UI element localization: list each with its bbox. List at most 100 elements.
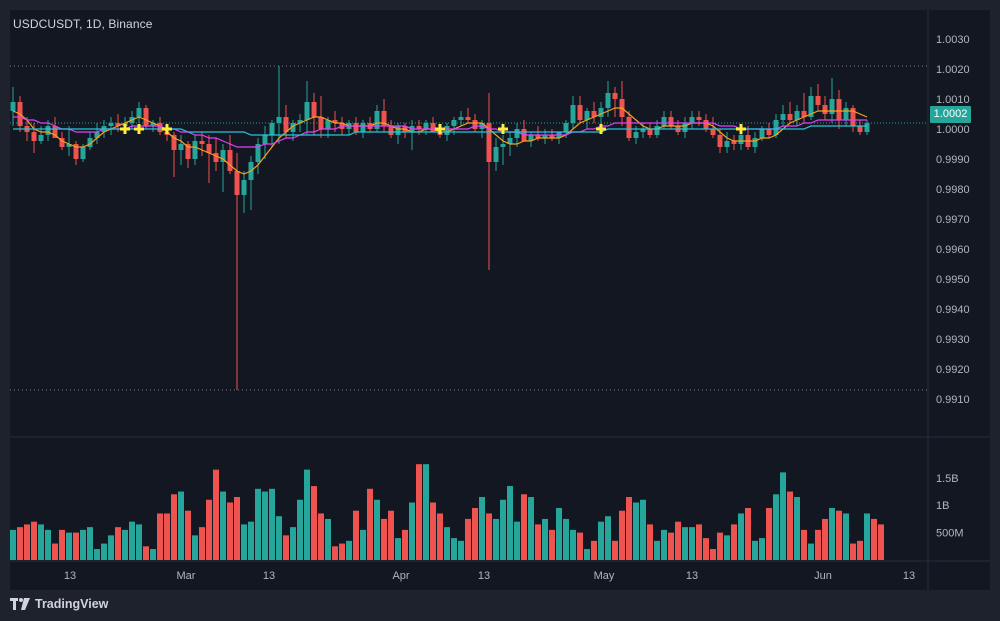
time-tick-label: 13	[64, 570, 76, 582]
volume-bar	[542, 518, 548, 560]
volume-bar	[304, 469, 310, 560]
candle	[199, 132, 205, 156]
volume-bar	[675, 521, 681, 560]
volume-bar	[836, 510, 842, 560]
volume-bar	[101, 543, 107, 560]
cross-marker	[596, 124, 606, 134]
candle	[710, 117, 716, 138]
volume-bar	[780, 472, 786, 560]
candle	[647, 123, 653, 138]
candle	[850, 105, 856, 132]
candle	[66, 126, 72, 156]
cross-marker-v	[165, 124, 169, 134]
brand-name: TradingView	[35, 597, 109, 611]
volume-bar	[829, 507, 835, 560]
candle-body	[45, 126, 51, 135]
volume-bar	[283, 535, 289, 560]
volume-bar	[549, 529, 555, 560]
volume-bar	[318, 513, 324, 560]
candle-body	[353, 123, 359, 132]
volume-bar	[444, 527, 450, 560]
candle	[843, 102, 849, 126]
candle	[591, 102, 597, 123]
volume-bar	[815, 529, 821, 560]
candle	[864, 120, 870, 135]
volume-bar	[52, 543, 58, 560]
time-tick-label: 13	[263, 570, 275, 582]
volume-bar	[486, 513, 492, 560]
time-tick-label: Jun	[814, 570, 832, 582]
time-tick-label: May	[594, 570, 615, 582]
cross-marker-v	[739, 124, 743, 134]
candle-body	[815, 96, 821, 105]
candle-body	[136, 108, 142, 117]
price-tick-label: 0.9990	[936, 154, 970, 166]
candle-body	[801, 111, 807, 117]
candle	[108, 117, 114, 135]
candle	[171, 132, 177, 177]
candle-body	[87, 138, 93, 147]
volume-bar	[661, 529, 667, 560]
volume-bar	[325, 518, 331, 560]
tradingview-brand[interactable]: TradingView	[10, 597, 108, 611]
candle-body	[66, 144, 72, 147]
volume-bar	[598, 521, 604, 560]
volume-bar	[766, 507, 772, 560]
candle	[836, 90, 842, 129]
candle-body	[108, 123, 114, 126]
candle-body	[843, 108, 849, 120]
candle-body	[598, 108, 604, 117]
volume-bar	[619, 510, 625, 560]
candle-body	[94, 132, 100, 138]
candle	[682, 117, 688, 138]
candle-body	[143, 108, 149, 126]
volume-bar	[437, 513, 443, 560]
candle-body	[605, 93, 611, 108]
volume-bar	[689, 527, 695, 560]
candle-body	[38, 135, 44, 141]
volume-bar	[472, 507, 478, 560]
candle	[304, 81, 310, 135]
volume-bar	[269, 488, 275, 560]
candle-body	[626, 117, 632, 138]
volume-bar	[521, 494, 527, 560]
candle-body	[255, 144, 261, 162]
volume-bar	[647, 524, 653, 560]
candle-body	[773, 120, 779, 135]
candle-body	[787, 114, 793, 120]
candle	[766, 123, 772, 138]
candle-body	[738, 135, 744, 144]
volume-bar	[794, 497, 800, 560]
candle-body	[647, 129, 653, 135]
time-tick-label: Apr	[392, 570, 409, 582]
candle-body	[500, 144, 506, 147]
volume-bar	[871, 518, 877, 560]
volume-bar	[416, 464, 422, 560]
candle-body	[850, 108, 856, 126]
candle-body	[829, 99, 835, 114]
volume-bar	[563, 518, 569, 560]
candle-body	[717, 135, 723, 147]
volume-bar	[451, 538, 457, 560]
candle-body	[836, 99, 842, 120]
candle-body	[381, 111, 387, 126]
price-tick-label: 0.9950	[936, 274, 970, 286]
volume-bar	[801, 529, 807, 560]
volume-bar	[640, 499, 646, 560]
candle	[584, 108, 590, 129]
volume-bar	[248, 521, 254, 560]
volume-bar	[682, 527, 688, 560]
volume-bar	[192, 535, 198, 560]
tradingview-logo-icon	[10, 598, 30, 610]
candle-body	[213, 153, 219, 162]
time-tick-label: 13	[478, 570, 490, 582]
cross-marker-v	[501, 124, 505, 134]
candle	[486, 93, 492, 270]
volume-tick-label: 1B	[936, 500, 949, 512]
candle-body	[570, 105, 576, 123]
volume-bar	[255, 488, 261, 560]
volume-bar	[654, 540, 660, 560]
candle	[234, 153, 240, 390]
